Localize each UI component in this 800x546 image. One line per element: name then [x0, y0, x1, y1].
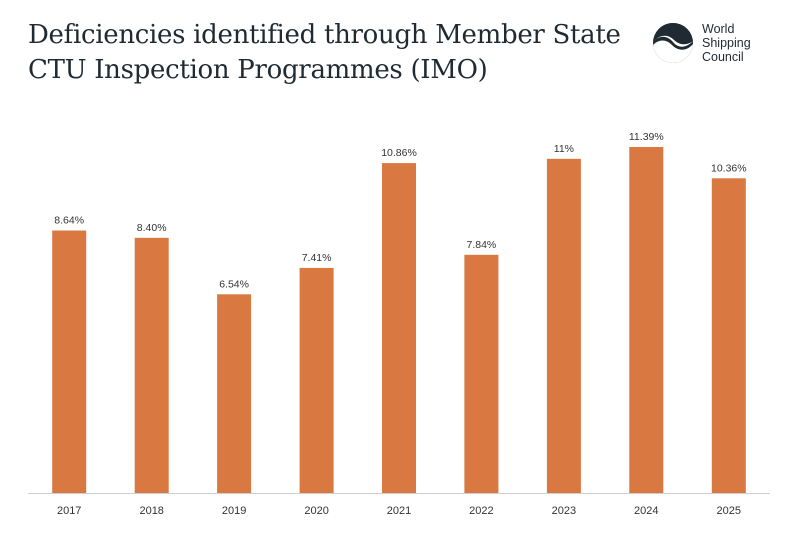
logo-wordmark: World Shipping Council [702, 22, 751, 64]
x-tick-label-2025: 2025 [717, 505, 741, 517]
data-label-2021: 10.86% [381, 147, 417, 159]
bar-2022 [464, 254, 499, 493]
data-label-2025: 10.36% [711, 162, 747, 174]
chart-title-line-2: CTU Inspection Programmes (IMO) [28, 55, 488, 85]
bar-2024 [629, 147, 664, 493]
bar-2017 [52, 230, 87, 493]
chart-title: Deficiencies identified through Member S… [28, 18, 621, 88]
data-label-2018: 8.40% [137, 222, 167, 234]
logo-text-line-2: Shipping [702, 36, 751, 50]
data-label-2017: 8.64% [54, 215, 84, 227]
logo-text-line-3: Council [702, 50, 744, 64]
data-label-2022: 7.84% [467, 239, 497, 251]
x-tick-label-2017: 2017 [57, 505, 81, 517]
bar-2020 [299, 267, 334, 493]
bar-2019 [217, 294, 252, 493]
world-shipping-council-logo: World Shipping Council [652, 22, 751, 64]
x-tick-label-2018: 2018 [139, 505, 163, 517]
logo-text-line-1: World [702, 22, 735, 36]
data-label-2020: 7.41% [302, 252, 332, 264]
x-tick-label-2022: 2022 [469, 505, 493, 517]
data-label-2023: 11% [554, 143, 574, 155]
x-tick-label-2020: 2020 [304, 505, 328, 517]
bar-2025 [711, 178, 746, 494]
bar-2018 [134, 237, 169, 493]
wave-circle-icon [653, 23, 693, 63]
x-tick-label-2019: 2019 [222, 505, 246, 517]
chart-title-line-1: Deficiencies identified through Member S… [28, 20, 621, 50]
bar-2021 [382, 163, 416, 493]
data-label-2024: 11.39% [629, 131, 664, 143]
x-tick-label-2021: 2021 [387, 505, 411, 517]
bar-2023 [546, 158, 581, 494]
data-label-2019: 6.54% [219, 278, 249, 290]
x-tick-label-2023: 2023 [552, 505, 576, 517]
x-tick-label-2024: 2024 [634, 505, 658, 517]
